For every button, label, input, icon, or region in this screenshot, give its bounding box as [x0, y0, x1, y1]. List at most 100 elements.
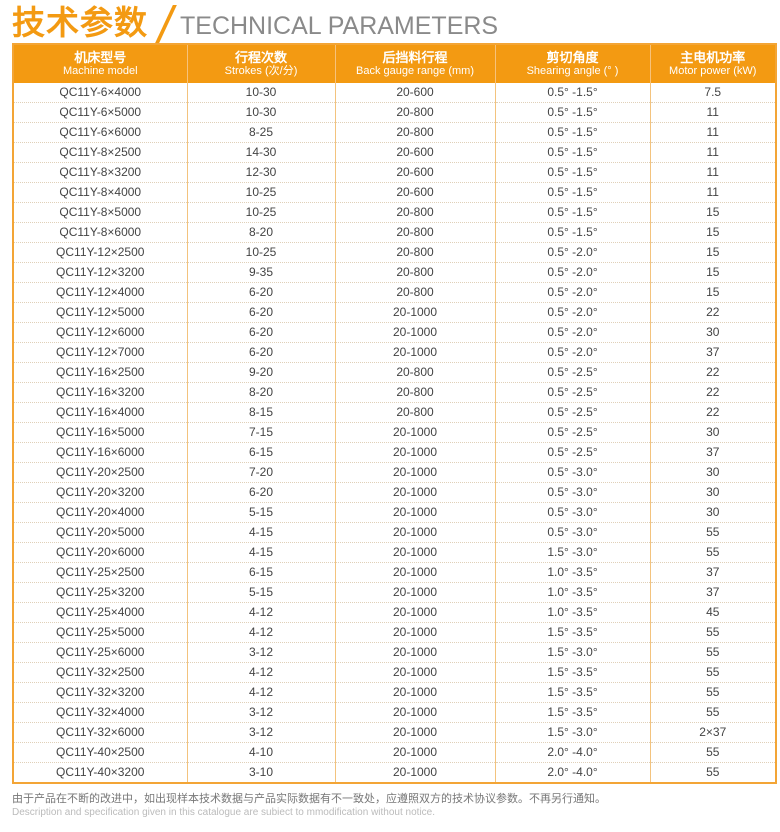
cell-strokes: 4-12	[186, 682, 335, 703]
cell-strokes: 5-15	[186, 502, 335, 523]
cell-strokes: 4-12	[186, 662, 335, 683]
table-row: QC11Y-32×4000 3-12 20-1000 1.5° -3.5° 55	[12, 702, 776, 723]
header-cn: 后挡料行程	[382, 49, 448, 65]
cell-back-gauge: 20-800	[334, 262, 495, 283]
cell-back-gauge: 20-1000	[334, 762, 495, 783]
cell-model: QC11Y-25×5000	[12, 622, 187, 643]
table-row: QC11Y-20×6000 4-15 20-1000 1.5° -3.0° 55	[12, 542, 776, 563]
cell-model: QC11Y-12×3200	[12, 262, 187, 283]
cell-shearing-angle: 0.5° -2.0°	[494, 322, 650, 343]
table-row: QC11Y-16×5000 7-15 20-1000 0.5° -2.5° 30	[12, 422, 776, 443]
table-header-row: 机床型号 Machine model 行程次数 Strokes (次/分) 后挡料行…	[12, 44, 776, 83]
cell-motor-power: 22	[649, 302, 776, 323]
cell-back-gauge: 20-600	[334, 142, 495, 163]
header-cn: 主电机功率	[680, 49, 746, 65]
cell-back-gauge: 20-1000	[334, 562, 495, 583]
cell-motor-power: 55	[649, 682, 776, 703]
cell-model: QC11Y-6×6000	[12, 122, 187, 143]
table-row: QC11Y-20×5000 4-15 20-1000 0.5° -3.0° 55	[12, 522, 776, 543]
cell-back-gauge: 20-800	[334, 382, 495, 403]
cell-back-gauge: 20-1000	[334, 322, 495, 343]
cell-strokes: 4-12	[186, 622, 335, 643]
cell-model: QC11Y-16×3200	[12, 382, 187, 403]
table-row: QC11Y-32×2500 4-12 20-1000 1.5° -3.5° 55	[12, 662, 776, 683]
table-row: QC11Y-16×6000 6-15 20-1000 0.5° -2.5° 37	[12, 442, 776, 463]
cell-motor-power: 55	[649, 662, 776, 683]
cell-motor-power: 11	[649, 122, 776, 143]
cell-shearing-angle: 2.0° -4.0°	[494, 762, 650, 783]
table-body: QC11Y-6×4000 10-30 20-600 0.5° -1.5° 7.5 QC11…	[12, 83, 776, 783]
cell-motor-power: 15	[649, 242, 776, 263]
cell-motor-power: 30	[649, 482, 776, 503]
cell-back-gauge: 20-1000	[334, 582, 495, 603]
cell-model: QC11Y-32×3200	[12, 682, 187, 703]
cell-back-gauge: 20-1000	[334, 422, 495, 443]
cell-model: QC11Y-16×6000	[12, 442, 187, 463]
cell-motor-power: 30	[649, 462, 776, 483]
table-row: QC11Y-12×3200 9-35 20-800 0.5° -2.0° 15	[12, 262, 776, 283]
cell-back-gauge: 20-1000	[334, 542, 495, 563]
cell-strokes: 9-35	[186, 262, 335, 283]
cell-shearing-angle: 1.5° -3.0°	[494, 722, 650, 743]
cell-shearing-angle: 0.5° -1.5°	[494, 142, 650, 163]
table-row: QC11Y-25×5000 4-12 20-1000 1.5° -3.5° 55	[12, 622, 776, 643]
cell-model: QC11Y-12×5000	[12, 302, 187, 323]
cell-motor-power: 55	[649, 762, 776, 783]
cell-motor-power: 55	[649, 542, 776, 563]
header-en: Shearing angle (° )	[526, 64, 619, 77]
cell-strokes: 10-30	[186, 83, 335, 103]
header-shearing-angle: 剪切角度 Shearing angle (° )	[494, 44, 650, 83]
cell-back-gauge: 20-1000	[334, 702, 495, 723]
cell-shearing-angle: 0.5° -3.0°	[494, 502, 650, 523]
cell-shearing-angle: 1.5° -3.0°	[494, 542, 650, 563]
table-row: QC11Y-12×7000 6-20 20-1000 0.5° -2.0° 37	[12, 342, 776, 363]
table-row: QC11Y-20×2500 7-20 20-1000 0.5° -3.0° 30	[12, 462, 776, 483]
cell-motor-power: 37	[649, 562, 776, 583]
cell-back-gauge: 20-1000	[334, 462, 495, 483]
table-row: QC11Y-8×3200 12-30 20-600 0.5° -1.5° 11	[12, 162, 776, 183]
cell-back-gauge: 20-1000	[334, 442, 495, 463]
footer-note-cn: 由于产品在不断的改进中，如出现样本技术数据与产品实际数据有不一致处，应遵照双方的…	[12, 793, 606, 805]
cell-model: QC11Y-25×2500	[12, 562, 187, 583]
table-row: QC11Y-8×6000 8-20 20-800 0.5° -1.5° 15	[12, 222, 776, 243]
table-row: QC11Y-40×2500 4-10 20-1000 2.0° -4.0° 55	[12, 742, 776, 763]
header-en: Back gauge range (mm)	[356, 64, 474, 77]
header-en: Strokes (次/分)	[224, 64, 298, 77]
table-row: QC11Y-8×2500 14-30 20-600 0.5° -1.5° 11	[12, 142, 776, 163]
table-row: QC11Y-12×4000 6-20 20-800 0.5° -2.0° 15	[12, 282, 776, 303]
table-row: QC11Y-8×4000 10-25 20-600 0.5° -1.5° 11	[12, 182, 776, 203]
cell-shearing-angle: 0.5° -1.5°	[494, 102, 650, 123]
header-en: Motor power (kW)	[669, 64, 757, 77]
cell-motor-power: 55	[649, 702, 776, 723]
table-row: QC11Y-25×2500 6-15 20-1000 1.0° -3.5° 37	[12, 562, 776, 583]
cell-motor-power: 30	[649, 502, 776, 523]
cell-shearing-angle: 1.0° -3.5°	[494, 562, 650, 583]
cell-back-gauge: 20-1000	[334, 502, 495, 523]
cell-model: QC11Y-25×6000	[12, 642, 187, 663]
cell-back-gauge: 20-1000	[334, 642, 495, 663]
cell-motor-power: 22	[649, 362, 776, 383]
cell-back-gauge: 20-1000	[334, 482, 495, 503]
cell-shearing-angle: 0.5° -2.5°	[494, 422, 650, 443]
cell-back-gauge: 20-800	[334, 242, 495, 263]
cell-motor-power: 7.5	[649, 83, 776, 103]
footer-note-en: Description and specification given in t…	[12, 807, 436, 818]
cell-strokes: 4-12	[186, 602, 335, 623]
cell-motor-power: 11	[649, 142, 776, 163]
cell-back-gauge: 20-600	[334, 162, 495, 183]
cell-shearing-angle: 1.5° -3.5°	[494, 622, 650, 643]
cell-model: QC11Y-40×3200	[12, 762, 187, 783]
table-row: QC11Y-6×6000 8-25 20-800 0.5° -1.5° 11	[12, 122, 776, 143]
table-row: QC11Y-12×2500 10-25 20-800 0.5° -2.0° 15	[12, 242, 776, 263]
cell-motor-power: 55	[649, 642, 776, 663]
cell-motor-power: 37	[649, 342, 776, 363]
cell-motor-power: 55	[649, 522, 776, 543]
cell-strokes: 12-30	[186, 162, 335, 183]
header-cn: 机床型号	[74, 49, 127, 65]
slash-divider	[155, 5, 177, 43]
cell-shearing-angle: 0.5° -2.0°	[494, 302, 650, 323]
cell-motor-power: 11	[649, 162, 776, 183]
table-row: QC11Y-8×5000 10-25 20-800 0.5° -1.5° 15	[12, 202, 776, 223]
cell-strokes: 10-25	[186, 182, 335, 203]
cell-motor-power: 15	[649, 202, 776, 223]
